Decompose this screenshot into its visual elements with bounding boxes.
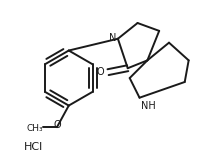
- Text: N: N: [109, 33, 116, 43]
- Text: O: O: [53, 120, 61, 130]
- Text: HCl: HCl: [24, 142, 43, 152]
- Text: CH₃: CH₃: [27, 124, 43, 133]
- Text: NH: NH: [142, 101, 156, 111]
- Text: O: O: [97, 67, 104, 77]
